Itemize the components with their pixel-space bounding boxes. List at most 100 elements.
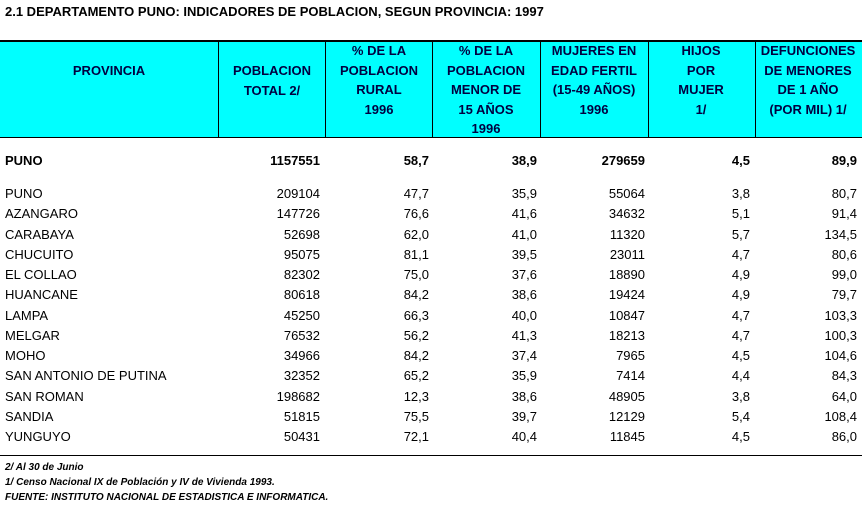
cell: 55064 <box>608 186 645 201</box>
row-label: MELGAR <box>5 327 60 343</box>
header-cell: POR <box>686 62 716 78</box>
header-cell: 1/ <box>695 101 707 117</box>
cell: 34632 <box>608 206 645 222</box>
cell: 47,7 <box>403 186 429 201</box>
header-cell: POBLACION <box>447 62 525 78</box>
cell: 84,3 <box>831 368 857 384</box>
cell: 4,7 <box>731 327 750 343</box>
cell: 5,4 <box>731 408 750 424</box>
header-cell: MENOR DE <box>450 82 522 97</box>
cell: 45250 <box>283 307 320 323</box>
header-cell: HIJOS <box>681 43 721 58</box>
header-cell: TOTAL 2/ <box>243 82 301 98</box>
cell: 84,2 <box>403 348 429 363</box>
cell: 75,0 <box>403 267 429 282</box>
cell: 41,6 <box>511 206 537 222</box>
footnote: FUENTE: INSTITUTO NACIONAL DE ESTADISTIC… <box>5 492 329 503</box>
row-label: PUNO <box>5 153 43 168</box>
cell: 79,7 <box>831 287 857 303</box>
row-label: MOHO <box>5 348 46 363</box>
header-background <box>0 40 862 138</box>
cell: 37,6 <box>511 267 537 282</box>
cell: 41,0 <box>511 226 537 242</box>
footnote: 2/ Al 30 de Junio <box>5 462 84 473</box>
cell: 80,6 <box>831 246 857 262</box>
column-separator <box>648 42 649 137</box>
bottom-rule <box>0 455 862 456</box>
cell: 4,4 <box>731 368 750 384</box>
cell: 279659 <box>601 153 645 168</box>
cell: 18213 <box>608 327 645 343</box>
cell: 4,7 <box>731 307 750 323</box>
header-cell: EDAD FERTIL <box>551 62 637 78</box>
header-cell: % DE LA <box>458 43 514 58</box>
header-cell: (POR MIL) 1/ <box>769 101 847 117</box>
cell: 38,6 <box>511 287 537 303</box>
cell: 81,1 <box>403 246 429 262</box>
header-cell: 1996 <box>471 121 501 136</box>
cell: 4,5 <box>731 153 750 168</box>
cell: 72,1 <box>403 429 429 444</box>
cell: 23011 <box>609 246 645 262</box>
cell: 76,6 <box>403 206 429 222</box>
footnote: 1/ Censo Nacional IX de Población y IV d… <box>5 477 275 488</box>
cell: 4,7 <box>731 246 750 262</box>
cell: 18890 <box>608 267 645 282</box>
cell: 75,5 <box>403 408 429 424</box>
cell: 4,9 <box>731 267 750 282</box>
cell: 38,9 <box>511 153 537 168</box>
header-cell: MUJER <box>678 82 724 97</box>
cell: 5,1 <box>731 206 750 222</box>
cell: 35,9 <box>511 186 537 201</box>
cell: 40,0 <box>511 307 537 323</box>
cell: 58,7 <box>403 153 429 168</box>
row-label: EL COLLAO <box>5 267 77 282</box>
row-label: LAMPA <box>5 307 49 323</box>
cell: 3,8 <box>731 186 750 201</box>
cell: 1157551 <box>270 153 320 168</box>
cell: 64,0 <box>831 388 857 404</box>
cell: 10847 <box>608 307 645 323</box>
column-separator <box>755 42 756 137</box>
cell: 7965 <box>616 348 645 363</box>
cell: 134,5 <box>824 226 857 242</box>
row-label: CARABAYA <box>5 226 74 242</box>
cell: 11320 <box>609 226 645 242</box>
cell: 147726 <box>276 206 320 222</box>
header-cell: PROVINCIA <box>72 63 146 78</box>
header-cell: POBLACION <box>340 62 418 78</box>
header-cell: % DE LA <box>351 43 407 58</box>
header-cell: (15-49 AÑOS) <box>552 82 636 97</box>
cell: 39,7 <box>511 408 537 424</box>
cell: 65,2 <box>403 368 429 384</box>
cell: 34966 <box>283 348 320 363</box>
cell: 37,4 <box>511 348 537 363</box>
header-cell: 1996 <box>579 101 609 117</box>
cell: 4,5 <box>731 429 750 444</box>
cell: 39,5 <box>511 246 537 262</box>
cell: 56,2 <box>403 327 429 343</box>
cell: 48905 <box>608 388 645 404</box>
cell: 99,0 <box>831 267 857 282</box>
cell: 3,8 <box>731 388 750 404</box>
cell: 35,9 <box>511 368 537 384</box>
row-label: SAN ANTONIO DE PUTINA <box>5 368 167 384</box>
header-cell: POBLACION <box>233 63 311 78</box>
cell: 62,0 <box>403 226 429 242</box>
cell: 103,3 <box>824 307 857 323</box>
cell: 38,6 <box>511 388 537 404</box>
cell: 50431 <box>283 429 320 444</box>
cell: 41,3 <box>511 327 537 343</box>
cell: 19424 <box>608 287 645 303</box>
row-label: AZANGARO <box>5 206 78 222</box>
cell: 12129 <box>608 408 645 424</box>
cell: 95075 <box>283 246 320 262</box>
row-label: SAN ROMAN <box>5 388 84 404</box>
cell: 80,7 <box>831 186 857 201</box>
cell: 91,4 <box>831 206 857 222</box>
cell: 12,3 <box>403 388 429 404</box>
cell: 32352 <box>283 368 320 384</box>
cell: 100,3 <box>824 327 857 343</box>
row-label: PUNO <box>5 186 43 201</box>
